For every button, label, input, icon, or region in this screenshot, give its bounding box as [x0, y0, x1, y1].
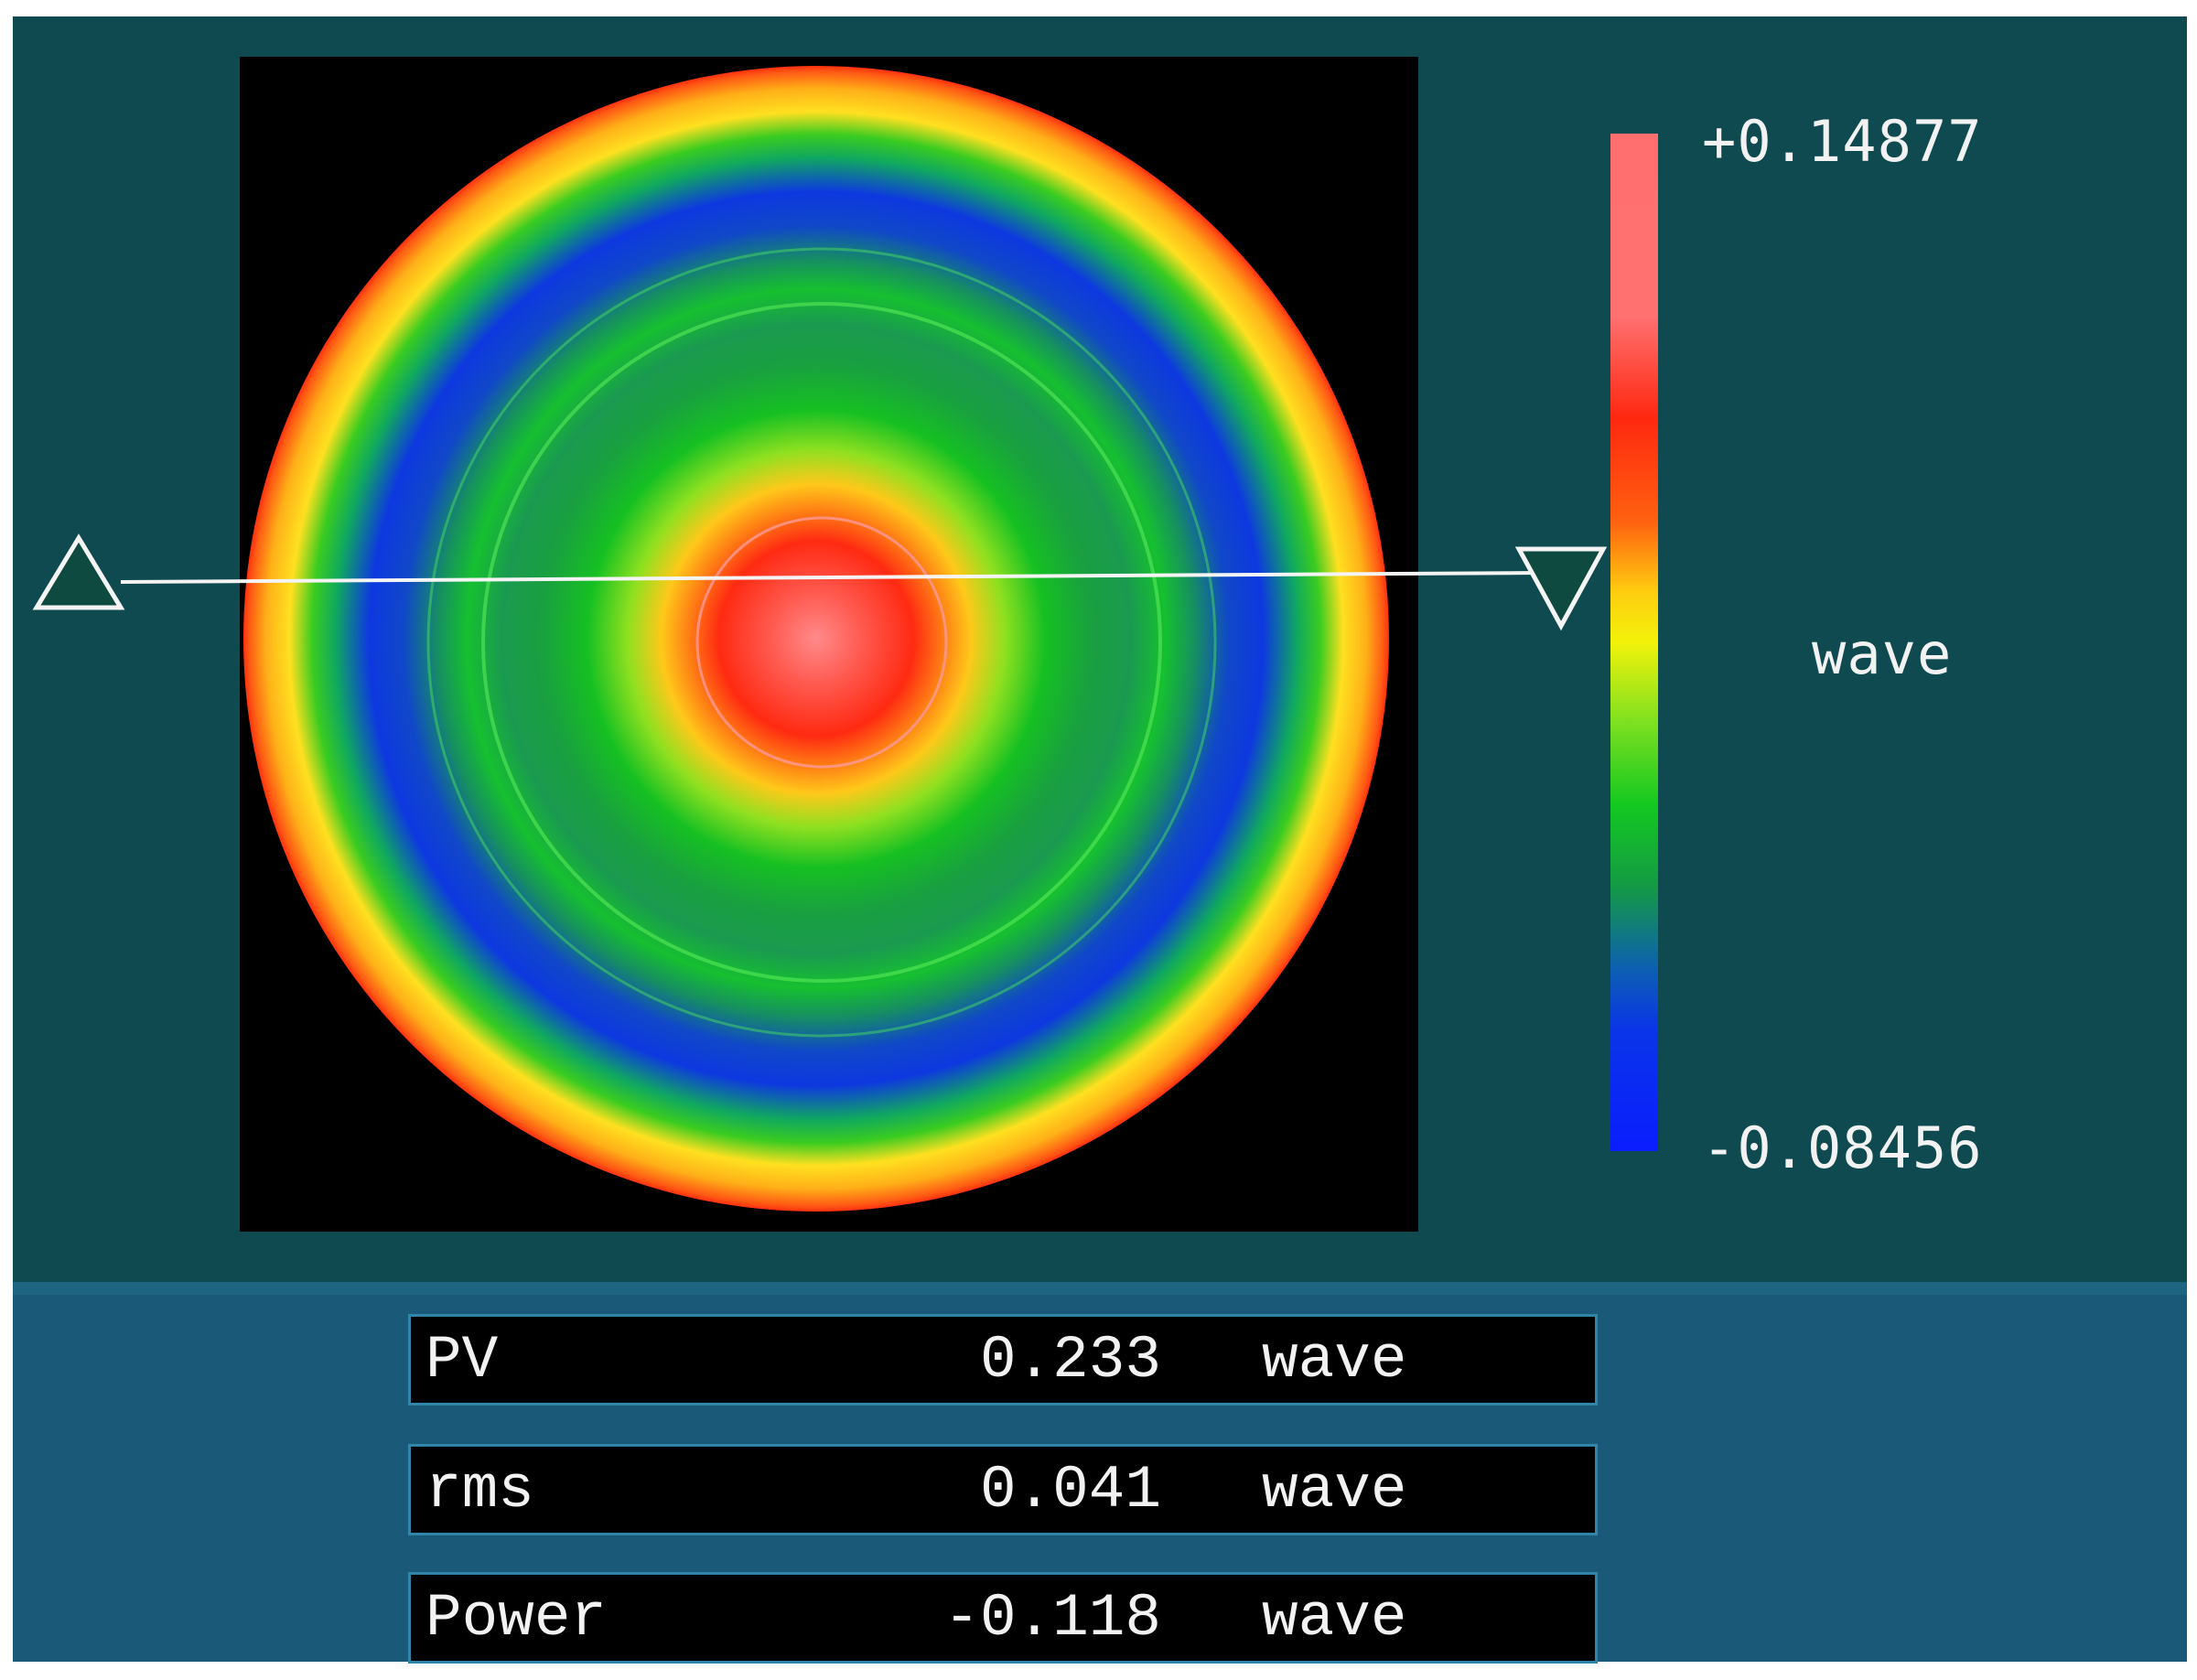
surface-map-panel: +0.14877 wave -0.08456: [13, 16, 2187, 1282]
stat-value: 0.041: [979, 1456, 1161, 1524]
color-scale-bar: [1610, 134, 1658, 1151]
stat-unit: wave: [1262, 1584, 1407, 1653]
stat-unit: wave: [1262, 1326, 1407, 1395]
profile-line[interactable]: [120, 571, 1540, 584]
panel-divider: [13, 1282, 2187, 1295]
stat-unit: wave: [1262, 1456, 1407, 1524]
stat-row-power: Power -0.118 wave: [408, 1572, 1598, 1664]
triangle-down-marker-icon[interactable]: [1514, 546, 1608, 631]
surface-map-frame: [240, 57, 1418, 1232]
stat-row-pv: PV 0.233 wave: [408, 1314, 1598, 1405]
triangle-up-marker-icon[interactable]: [32, 533, 125, 610]
surface-map-icon: [243, 66, 1389, 1212]
interferometer-window: +0.14877 wave -0.08456 PV 0.233 wave rms…: [13, 16, 2187, 1664]
stat-row-rms: rms 0.041 wave: [408, 1444, 1598, 1535]
central-contour-ring: [695, 516, 948, 769]
mid-contour-ring: [481, 302, 1162, 983]
outer-contour-ring: [426, 247, 1217, 1038]
stat-name: rms: [425, 1456, 534, 1524]
stat-name: Power: [425, 1584, 608, 1653]
color-scale-max-label: +0.14877: [1702, 108, 1983, 175]
stat-value: -0.118: [943, 1584, 1161, 1653]
surface-disk: [243, 66, 1389, 1212]
color-scale-min-label: -0.08456: [1702, 1115, 1983, 1181]
stat-value: 0.233: [979, 1326, 1161, 1395]
color-scale-unit-label: wave: [1812, 620, 1953, 687]
profile-line-overlay[interactable]: [13, 16, 1660, 675]
stat-name: PV: [425, 1326, 499, 1395]
